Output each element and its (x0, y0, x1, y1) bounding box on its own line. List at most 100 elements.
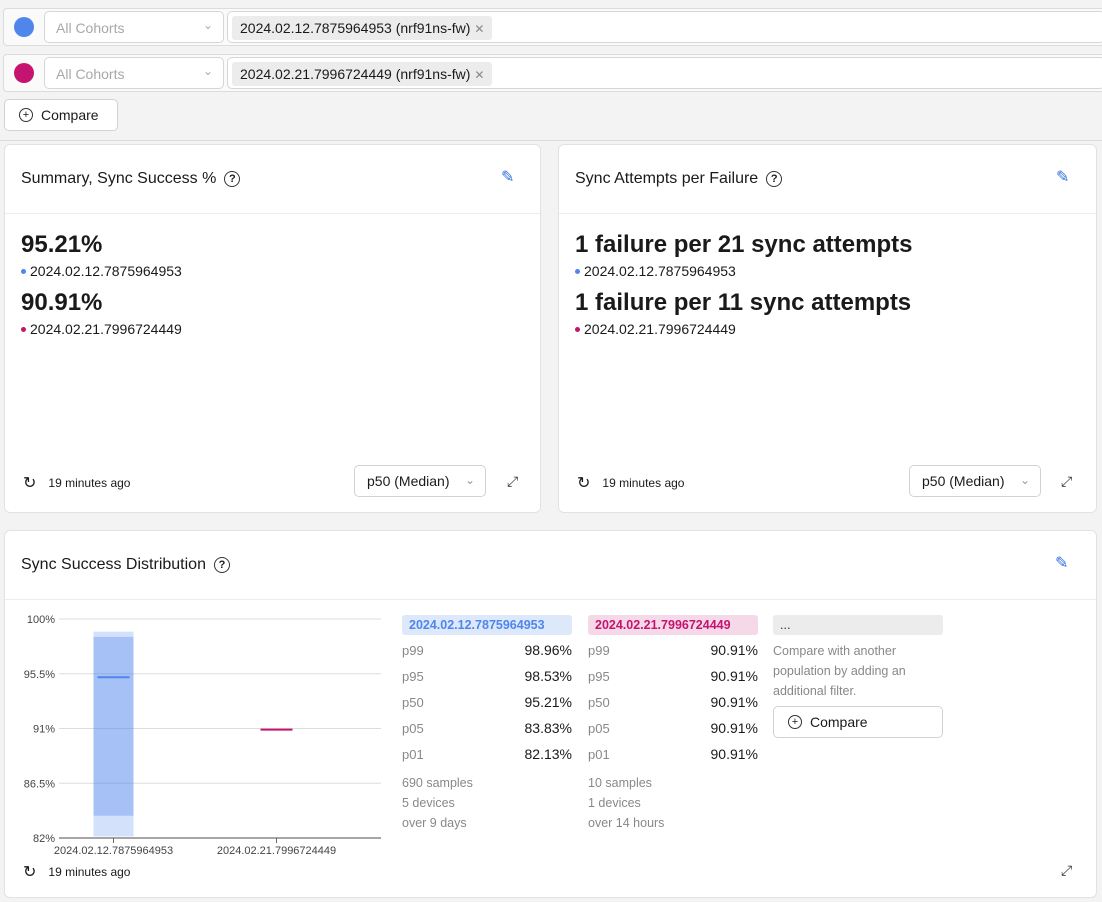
metric-value: 95.21% (21, 231, 103, 258)
percentile-value: 83.83% (524, 720, 572, 736)
y-tick-label: 86.5% (24, 778, 55, 790)
percentile-value: 90.91% (710, 720, 758, 736)
plus-circle-icon: + (788, 715, 802, 729)
percentile-row: p50 95.21% (402, 689, 572, 715)
metric-value: 90.91% (21, 289, 103, 316)
version-filter-input[interactable]: 2024.02.12.7875964953 (nrf91ns-fw) ✕ (227, 11, 1102, 43)
series-dot (575, 326, 580, 332)
y-tick-label: 100% (27, 614, 55, 626)
x-tick-label: 2024.02.21.7996724449 (217, 845, 336, 856)
close-icon[interactable]: ✕ (474, 68, 485, 82)
y-tick-label: 91% (33, 724, 55, 736)
percentile-label: p05 (588, 720, 610, 736)
box-range (93, 636, 134, 816)
updated-time: 19 minutes ago (48, 865, 131, 879)
percentile-label: p95 (402, 668, 424, 684)
refresh-icon[interactable]: ↻ (23, 475, 37, 492)
percentile-row: p05 90.91% (588, 715, 758, 741)
aggregation-value: p50 (Median) (367, 473, 450, 489)
help-icon[interactable]: ? (213, 557, 230, 573)
series-dot (21, 326, 26, 332)
x-tick-label: 2024.02.12.7875964953 (54, 845, 173, 856)
edit-icon[interactable]: ✎ (1055, 555, 1069, 572)
stats-column-1: 2024.02.12.7875964953 p99 98.96% p95 98.53%… (402, 615, 572, 833)
stats-column-header: 2024.02.12.7875964953 (402, 615, 572, 635)
percentile-value: 90.91% (710, 642, 758, 658)
percentile-value: 90.91% (710, 746, 758, 762)
placeholder-header: ... (773, 615, 943, 635)
expand-icon[interactable]: ⤢ (507, 473, 519, 489)
percentile-row: p99 90.91% (588, 637, 758, 663)
filter-tag: 2024.02.12.7875964953 (nrf91ns-fw) ✕ (232, 16, 493, 40)
sample-count: 10 samples (588, 776, 652, 790)
percentile-row: p50 90.91% (588, 689, 758, 715)
percentile-row: p95 98.53% (402, 663, 572, 689)
series-color-dot (14, 63, 34, 83)
percentile-value: 82.13% (524, 746, 572, 762)
percentile-value: 98.96% (524, 642, 572, 658)
percentile-label: p01 (402, 746, 424, 762)
chevron-down-icon: ⌄ (464, 473, 475, 487)
percentile-label: p50 (588, 694, 610, 710)
edit-icon[interactable]: ✎ (501, 169, 515, 186)
cohort-select[interactable]: All Cohorts ⌄ (44, 11, 224, 43)
compare-label: Compare (810, 714, 868, 730)
series-dot (21, 268, 26, 274)
edit-icon[interactable]: ✎ (1056, 169, 1070, 186)
series-dot (575, 268, 580, 274)
percentile-label: p95 (588, 668, 610, 684)
metric-label-text: 2024.02.12.7875964953 (30, 263, 182, 279)
card-title: Summary, Sync Success % (21, 170, 217, 187)
divider (5, 599, 1096, 600)
compare-placeholder-column: ... Compare with another population by a… (773, 615, 943, 738)
cohort-select-value: All Cohorts (56, 66, 125, 82)
percentile-row: p01 82.13% (402, 741, 572, 767)
expand-icon[interactable]: ⤢ (1061, 862, 1073, 878)
version-filter-input[interactable]: 2024.02.21.7996724449 (nrf91ns-fw) ✕ (227, 57, 1102, 89)
aggregation-select[interactable]: p50 (Median) ⌄ (909, 465, 1041, 497)
percentile-value: 90.91% (710, 668, 758, 684)
sample-count: 690 samples (402, 776, 473, 790)
percentile-row: p05 83.83% (402, 715, 572, 741)
aggregation-select[interactable]: p50 (Median) ⌄ (354, 465, 486, 497)
card-title: Sync Success Distribution (21, 556, 206, 573)
cohort-select[interactable]: All Cohorts ⌄ (44, 57, 224, 89)
refresh-icon[interactable]: ↻ (577, 475, 591, 492)
time-span: over 9 days (402, 816, 467, 830)
compare-button[interactable]: + Compare (773, 706, 943, 738)
distribution-chart: 100% 95.5% 91% 86.5% 82%2024.02.12.787596495… (24, 614, 381, 856)
percentile-value: 90.91% (710, 694, 758, 710)
percentile-label: p50 (402, 694, 424, 710)
stats-column-header: 2024.02.21.7996724449 (588, 615, 758, 635)
percentile-row: p99 98.96% (402, 637, 572, 663)
help-icon[interactable]: ? (224, 171, 241, 187)
percentile-label: p05 (402, 720, 424, 736)
metric-label: 2024.02.12.7875964953 (575, 263, 736, 279)
help-icon[interactable]: ? (766, 171, 783, 187)
filter-row-2: All Cohorts ⌄ 2024.02.21.7996724449 (nrf9… (3, 54, 1102, 92)
placeholder-text: Compare with another population by addin… (773, 644, 906, 698)
summary-card: Summary, Sync Success %? ✎ 95.21% 2024.0… (4, 144, 541, 513)
metric-label: 2024.02.12.7875964953 (21, 263, 182, 279)
expand-icon[interactable]: ⤢ (1061, 473, 1073, 489)
close-icon[interactable]: ✕ (474, 22, 485, 36)
percentile-value: 95.21% (524, 694, 572, 710)
percentile-row: p01 90.91% (588, 741, 758, 767)
compare-button[interactable]: + Compare (4, 99, 118, 131)
metric-label: 2024.02.21.7996724449 (21, 321, 182, 337)
refresh-icon[interactable]: ↻ (23, 864, 37, 881)
divider (559, 213, 1096, 214)
y-tick-label: 82% (33, 833, 55, 845)
chevron-down-icon: ⌄ (202, 64, 213, 78)
aggregation-value: p50 (Median) (922, 473, 1005, 489)
series-color-dot (14, 17, 34, 37)
distribution-card: Sync Success Distribution? ✎ 100% 95.5% 91… (4, 530, 1097, 898)
filter-row-1: All Cohorts ⌄ 2024.02.12.7875964953 (nrf9… (3, 8, 1102, 46)
plus-circle-icon: + (19, 108, 33, 122)
percentile-value: 98.53% (524, 668, 572, 684)
metric-value: 1 failure per 11 sync attempts (575, 289, 912, 316)
percentile-label: p01 (588, 746, 610, 762)
whisker-range (93, 631, 134, 837)
stats-column-2: 2024.02.21.7996724449 p99 90.91% p95 90.91%… (588, 615, 758, 833)
compare-label: Compare (41, 107, 99, 123)
